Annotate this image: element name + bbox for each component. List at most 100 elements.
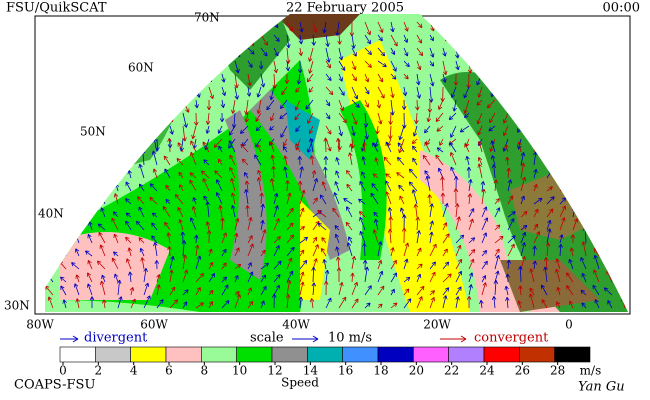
wind-arrow (309, 155, 315, 166)
wind-arrow (527, 112, 535, 122)
wind-arrow (516, 86, 522, 96)
wind-arrow (33, 48, 40, 53)
wind-arrow (346, 206, 353, 218)
wind-arrow (493, 47, 498, 60)
wind-arrow (598, 160, 606, 166)
wind-arrow (401, 99, 407, 110)
wind-arrow (377, 34, 383, 42)
wind-arrow (442, 21, 448, 29)
wind-arrow (611, 183, 616, 192)
wind-arrow (582, 73, 587, 82)
wind-arrow (572, 139, 579, 153)
wind-arrow (442, 248, 448, 257)
wind-arrow (595, 218, 600, 231)
wind-arrow (47, 296, 54, 309)
wind-arrow (162, 206, 171, 218)
wind-arrow (78, 178, 83, 192)
wind-arrow (305, 99, 314, 110)
wind-arrow (88, 221, 93, 231)
wind-arrow (194, 99, 199, 109)
wind-arrow (297, 60, 303, 74)
wind-arrow (606, 231, 613, 244)
wind-arrow (75, 34, 80, 43)
wind-arrow (455, 258, 463, 270)
colorbar-swatch (271, 346, 308, 363)
wind-arrow (103, 60, 109, 73)
wind-arrow (182, 269, 189, 283)
wind-arrow (397, 142, 405, 153)
wind-arrow (580, 289, 587, 296)
wind-arrow (346, 169, 353, 179)
wind-arrow (259, 192, 264, 205)
wind-arrow (515, 112, 522, 126)
wind-arrow (221, 73, 226, 83)
wind-arrow (244, 189, 249, 205)
wind-arrow (546, 186, 553, 192)
wind-arrow (260, 47, 268, 57)
wind-arrow (247, 34, 255, 47)
wind-arrow (104, 125, 111, 136)
wind-arrow (208, 73, 213, 83)
wind-arrow (156, 284, 161, 296)
wind-arrow (156, 99, 162, 111)
wind-arrow (411, 138, 418, 145)
wind-arrow (416, 34, 422, 44)
wind-arrow (256, 177, 262, 192)
wind-arrow (182, 301, 188, 309)
wind-arrow (334, 225, 340, 231)
wind-arrow (439, 138, 444, 146)
wind-arrow (169, 255, 175, 270)
wind-arrow (427, 194, 432, 205)
wind-arrow (284, 73, 290, 84)
wind-arrow (49, 236, 54, 244)
wind-arrow (221, 284, 229, 296)
wind-arrow (182, 73, 188, 83)
wind-arrow (65, 148, 72, 153)
wind-arrow (606, 34, 613, 46)
wind-arrow (205, 112, 211, 125)
wind-arrow (309, 298, 315, 309)
wind-arrow (440, 192, 446, 205)
wind-arrow (156, 86, 161, 94)
wind-arrow (468, 218, 474, 231)
wind-arrow (195, 286, 201, 296)
wind-arrow (155, 21, 161, 34)
wind-arrow (299, 271, 305, 283)
wind-arrow (247, 21, 254, 30)
wind-arrow (556, 301, 561, 309)
wind-arrow (598, 176, 605, 192)
wind-arrow (624, 125, 628, 136)
wind-arrow (416, 60, 422, 71)
divergent-label: divergent (84, 331, 148, 346)
wind-arrow (182, 34, 189, 45)
wind-arrow (111, 217, 119, 231)
wind-arrow (481, 188, 486, 205)
wind-arrow (156, 47, 161, 55)
wind-arrow (416, 263, 423, 270)
wind-arrow (351, 255, 357, 270)
wind-arrow (219, 112, 225, 123)
wind-arrow (286, 192, 292, 205)
wind-arrow (607, 47, 613, 57)
wind-arrow (468, 258, 475, 270)
wind-arrow (77, 99, 83, 110)
wind-arrow (228, 125, 236, 136)
wind-arrow (213, 138, 223, 148)
wind-arrow (559, 197, 567, 205)
wind-arrow (281, 86, 288, 96)
wind-arrow (164, 168, 171, 179)
wind-arrow (377, 112, 383, 125)
wind-arrow (169, 60, 180, 68)
wind-arrow (111, 257, 119, 270)
wind-arrow (78, 165, 86, 179)
wind-arrow (621, 203, 626, 218)
wind-arrow (241, 158, 249, 166)
wind-arrow (319, 194, 327, 205)
wind-arrow (414, 112, 419, 124)
wind-arrow (325, 86, 334, 96)
wind-arrow (45, 158, 49, 166)
wind-arrow (454, 203, 460, 218)
wind-arrow (385, 191, 392, 205)
wind-arrow (435, 154, 444, 166)
